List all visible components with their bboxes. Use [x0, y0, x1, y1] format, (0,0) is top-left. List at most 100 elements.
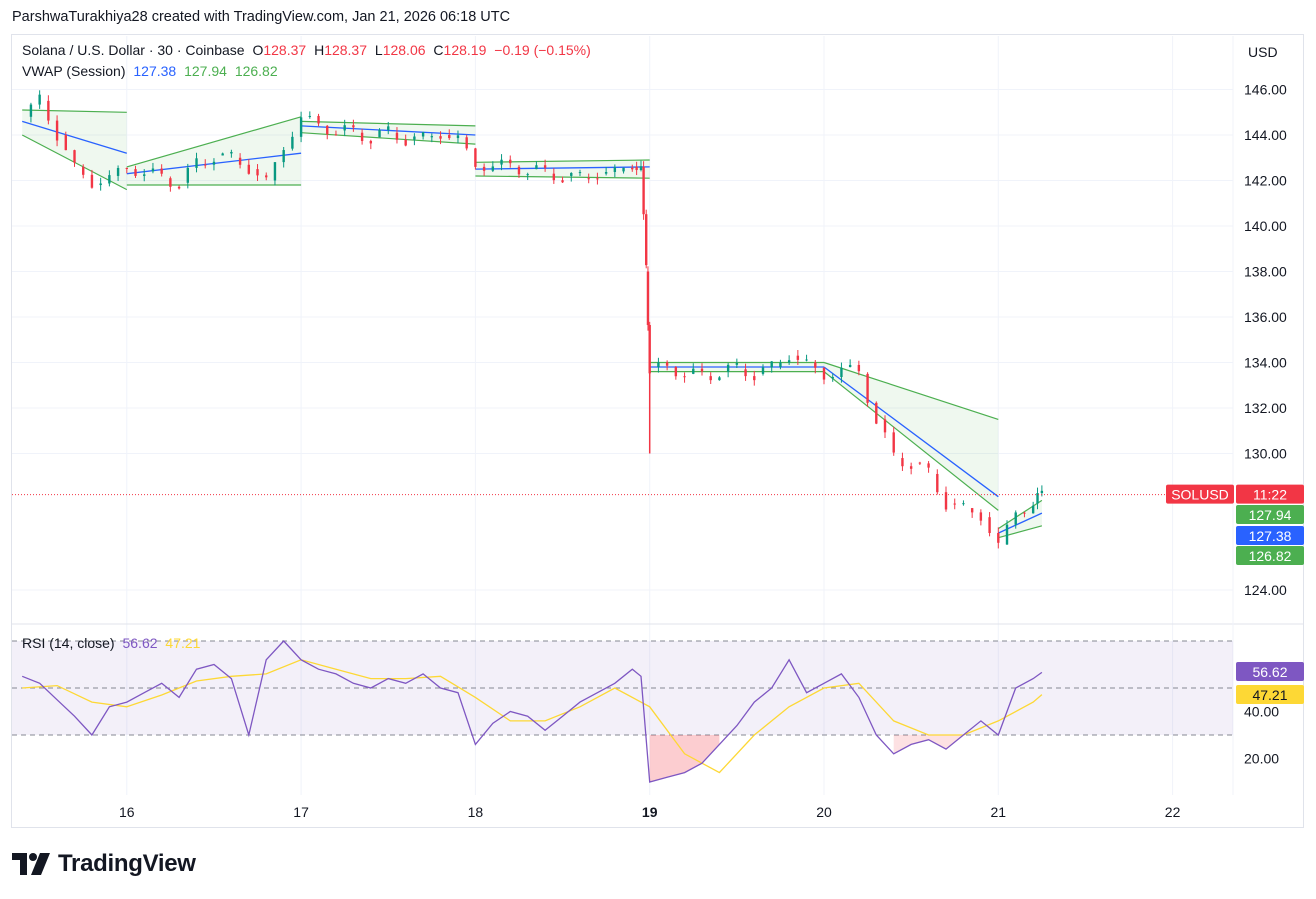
candle-body: [622, 167, 625, 172]
candle-body: [944, 492, 948, 510]
candle-body: [221, 153, 224, 156]
candle-body: [875, 402, 878, 424]
candle-body: [1014, 512, 1017, 525]
change-value: −0.19 (−0.15%): [494, 42, 591, 58]
candle-body: [265, 175, 268, 178]
rsi-ma-tag-bg: [1236, 685, 1304, 704]
candle-body: [648, 325, 651, 374]
candle-body: [99, 183, 102, 186]
price-axis-label: 124.00: [1244, 582, 1287, 598]
candle-body: [909, 466, 913, 469]
candle-body: [953, 503, 956, 505]
price-axis-label: 130.00: [1244, 446, 1287, 462]
vwap-line: [22, 120, 127, 154]
candle-body: [526, 174, 529, 176]
candle-body: [753, 376, 756, 381]
candle-body: [360, 132, 364, 141]
symbol-title[interactable]: Solana / U.S. Dollar · 30 · Coinbase: [22, 42, 245, 58]
vwap-lower-line: [301, 132, 476, 145]
rsi-tag: 56.62: [1236, 662, 1304, 681]
vwap-upper-line: [22, 109, 127, 113]
candle-body: [857, 364, 861, 372]
vwap-line: [823, 366, 999, 498]
symbol-tag-text: SOLUSD: [1171, 487, 1229, 503]
candle-body: [439, 136, 442, 139]
vwap-line: [998, 512, 1043, 534]
candle-body: [186, 167, 190, 183]
tradingview-wordmark: TradingView: [58, 850, 196, 877]
rsi-pane: [12, 640, 1233, 783]
candle-body: [997, 532, 1000, 543]
candle-body: [369, 140, 373, 144]
candle-body: [988, 517, 991, 533]
candle-body: [169, 178, 172, 187]
candle-body: [927, 463, 930, 468]
candle-body: [596, 178, 599, 180]
candle-body: [631, 167, 634, 170]
candle-body: [770, 361, 773, 368]
candle-body: [822, 367, 826, 380]
vwap-upper-value: 127.94: [184, 63, 227, 79]
close-value: 128.19: [443, 42, 487, 58]
rsi-label[interactable]: RSI (14, close): [22, 635, 115, 651]
candle-body: [787, 360, 791, 363]
candle-body: [674, 367, 678, 377]
vwap-upper-line: [997, 499, 1043, 530]
candle-body: [378, 129, 381, 138]
vwap-label[interactable]: VWAP (Session): [22, 63, 126, 79]
candles: [29, 90, 1044, 549]
rsi-value: 56.62: [122, 635, 158, 651]
candle-body: [509, 159, 512, 164]
candle-body: [38, 94, 41, 105]
candle-body: [177, 186, 181, 189]
price-axis-label: 132.00: [1244, 400, 1287, 416]
vwap-line: [475, 166, 650, 170]
candle-body: [352, 125, 355, 128]
close-label: C: [433, 42, 444, 58]
candle-body: [334, 134, 338, 136]
vwap-legend: VWAP (Session) 127.38 127.94 126.82: [22, 63, 282, 79]
candle-body: [979, 512, 983, 521]
rsi-oversold-fill: [893, 735, 999, 754]
rsi-line: [21, 640, 1043, 783]
rsi-ma-value: 47.21: [165, 635, 201, 651]
tradingview-logo[interactable]: TradingView: [12, 848, 196, 880]
candle-body: [848, 364, 852, 368]
candle-body: [238, 157, 242, 165]
candle-body: [212, 161, 216, 165]
candle-body: [395, 132, 399, 140]
vwap-tag-text: 127.38: [1249, 528, 1292, 544]
time-axis-label: 22: [1165, 804, 1181, 820]
candle-body: [1036, 493, 1039, 504]
candle-body: [308, 115, 312, 117]
candle-body: [500, 159, 503, 165]
candle-body: [970, 508, 974, 513]
symbol-tag-bg: [1166, 484, 1234, 504]
candle-body: [204, 164, 207, 166]
candle-body: [936, 473, 939, 493]
vwap-lower-tag: 126.82: [1236, 546, 1304, 565]
candle-body: [918, 462, 922, 464]
countdown-tag-bg: [1236, 484, 1304, 504]
candle-body: [718, 377, 721, 381]
chart-frame: [11, 34, 1304, 828]
currency-button[interactable]: USD: [1248, 44, 1278, 60]
high-value: 128.37: [324, 42, 368, 58]
rsi-ma-line: [22, 659, 1043, 774]
rsi-axis-label: 20.00: [1244, 751, 1279, 767]
candle-body: [82, 166, 85, 175]
candle-body: [901, 458, 904, 467]
candle-body: [883, 419, 887, 433]
candle-body: [291, 136, 294, 149]
price-axis-label: 136.00: [1244, 309, 1287, 325]
candle-body: [552, 173, 556, 181]
vwap-upper-line: [475, 159, 650, 163]
candle-body: [840, 367, 843, 378]
candle-body: [700, 368, 704, 372]
rsi-ma-tag-text: 47.21: [1252, 687, 1287, 703]
rsi-axis-label: 40.00: [1244, 704, 1279, 720]
candle-body: [413, 136, 416, 140]
price-axis-label: 138.00: [1244, 264, 1287, 280]
candle-body: [474, 148, 477, 167]
